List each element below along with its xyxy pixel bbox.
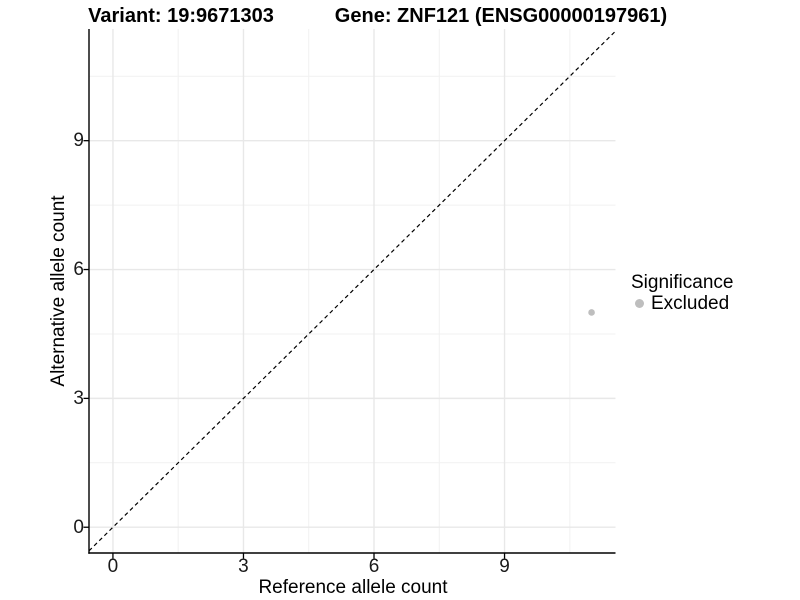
x-axis-tick-label: 6	[368, 556, 380, 577]
x-axis-title: Reference allele count	[258, 577, 448, 598]
plot-title-variant: Variant: 19:9671303	[88, 5, 274, 27]
legend-key-dot	[635, 299, 644, 308]
legend-title: Significance	[631, 272, 734, 293]
y-axis-tick-label: 6	[73, 259, 84, 281]
data-point	[588, 309, 595, 316]
x-axis-tick-label: 0	[107, 556, 119, 577]
y-axis-tick-label: 9	[73, 130, 84, 152]
identity-reference-line	[88, 30, 616, 552]
legend-item-excluded: Excluded	[631, 293, 733, 314]
x-axis-tick-label: 9	[499, 556, 510, 577]
y-axis-title: Alternative allele count	[48, 195, 69, 387]
x-axis-tick-label: 3	[238, 556, 249, 577]
y-axis-tick-label: 0	[73, 516, 84, 538]
y-axis-tick-label: 3	[73, 387, 84, 409]
legend: Significance Excluded	[631, 272, 733, 314]
plot-title-gene: Gene: ZNF121 (ENSG00000197961)	[334, 5, 668, 27]
legend-item-label: Excluded	[651, 293, 730, 314]
